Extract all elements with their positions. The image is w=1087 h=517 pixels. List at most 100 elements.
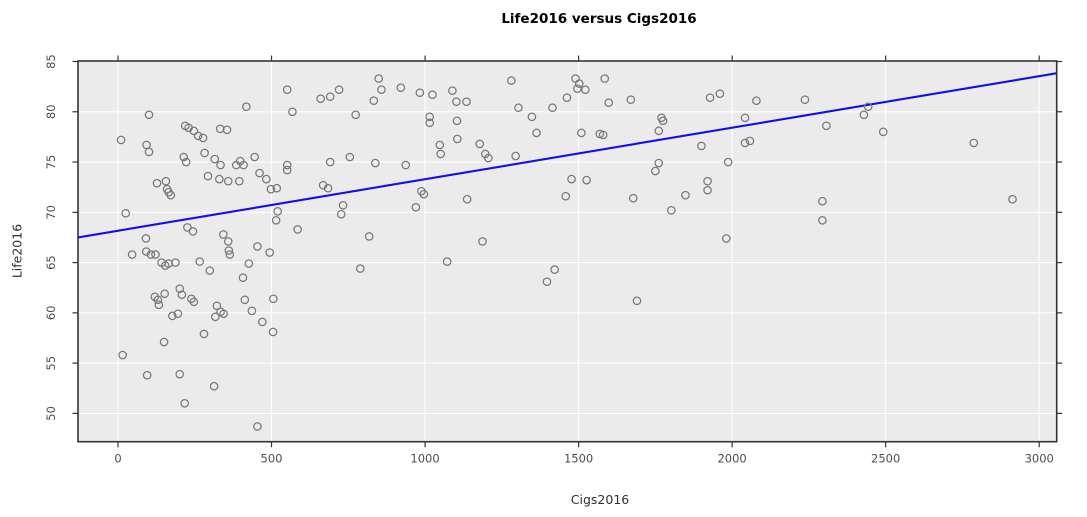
data-point	[195, 257, 205, 266]
data-point	[452, 134, 462, 144]
data-point	[209, 381, 219, 391]
x-tick-label: 500	[261, 452, 283, 466]
data-point	[288, 107, 297, 117]
data-point	[171, 258, 180, 267]
data-point	[210, 154, 220, 164]
data-point	[180, 399, 189, 408]
data-point	[223, 237, 233, 246]
data-point	[166, 190, 176, 200]
data-point	[1008, 194, 1017, 204]
data-point	[448, 86, 457, 95]
data-point	[681, 190, 690, 200]
data-point	[548, 103, 557, 113]
data-point	[282, 85, 292, 94]
data-point	[396, 83, 406, 92]
data-point	[859, 110, 869, 120]
data-point	[153, 295, 163, 305]
data-point	[822, 121, 831, 131]
y-tick-label: 55	[44, 356, 58, 371]
data-point	[160, 289, 169, 299]
data-point	[273, 206, 283, 216]
data-point	[271, 216, 281, 225]
data-point	[452, 97, 461, 107]
data-point	[268, 327, 278, 337]
data-point	[484, 153, 493, 163]
data-point	[173, 309, 183, 319]
data-point	[419, 189, 429, 199]
data-point	[628, 193, 638, 203]
data-point	[582, 175, 591, 185]
data-point	[600, 74, 610, 83]
data-point	[121, 208, 131, 218]
data-point	[146, 250, 156, 259]
y-axis-title: Life2016	[9, 223, 25, 279]
data-point	[721, 234, 731, 243]
data-point	[550, 265, 559, 274]
data-point	[189, 297, 199, 307]
data-point	[261, 174, 271, 184]
data-point	[188, 227, 198, 236]
data-point	[168, 311, 177, 321]
data-point	[189, 126, 199, 136]
data-point	[425, 118, 435, 128]
chart-title: Life2016 versus Cigs2016	[501, 11, 697, 27]
data-point	[703, 185, 712, 195]
data-point	[401, 160, 411, 170]
data-point	[293, 225, 302, 234]
data-point	[878, 127, 888, 137]
data-point	[141, 234, 151, 243]
data-point	[234, 176, 244, 186]
data-point	[211, 312, 220, 322]
data-point	[216, 160, 225, 170]
data-point	[282, 160, 292, 170]
x-tick-label: 1500	[564, 452, 593, 466]
data-point	[452, 116, 462, 126]
data-point	[118, 350, 127, 360]
data-point	[199, 329, 209, 339]
data-point	[151, 250, 160, 259]
y-tick-label: 65	[44, 255, 58, 270]
data-point	[511, 151, 520, 161]
data-point	[527, 112, 537, 122]
data-point	[364, 232, 374, 241]
data-point	[215, 174, 224, 184]
data-point	[740, 113, 750, 123]
data-point	[581, 85, 590, 94]
data-point	[651, 166, 660, 176]
x-tick-label: 3000	[1025, 452, 1054, 466]
data-point	[265, 248, 275, 257]
data-point	[351, 110, 360, 120]
data-point	[863, 102, 873, 112]
x-tick-label: 0	[114, 452, 121, 466]
data-point	[561, 191, 571, 201]
data-point	[703, 176, 712, 186]
x-tick-label: 2500	[871, 452, 900, 466]
data-point	[177, 290, 187, 300]
y-tick-label: 70	[44, 205, 58, 220]
data-point	[269, 294, 278, 304]
data-point	[250, 152, 259, 162]
data-point	[475, 139, 485, 149]
data-point	[428, 90, 437, 100]
data-point	[411, 202, 421, 212]
data-point	[219, 309, 228, 319]
data-point	[336, 209, 346, 219]
data-point	[752, 96, 761, 106]
data-point	[219, 230, 228, 239]
data-point	[969, 138, 979, 148]
data-point	[338, 200, 348, 210]
data-point	[116, 135, 126, 145]
data-point	[257, 317, 267, 327]
data-point	[239, 160, 248, 170]
data-point	[345, 152, 355, 162]
data-point	[175, 284, 185, 294]
data-point	[632, 296, 642, 306]
data-point	[323, 183, 333, 193]
x-axis-title: Cigs2016	[570, 492, 630, 507]
data-point	[462, 194, 472, 204]
data-point	[200, 148, 209, 158]
data-point	[179, 152, 189, 162]
data-point	[425, 112, 435, 122]
data-point	[127, 250, 137, 259]
